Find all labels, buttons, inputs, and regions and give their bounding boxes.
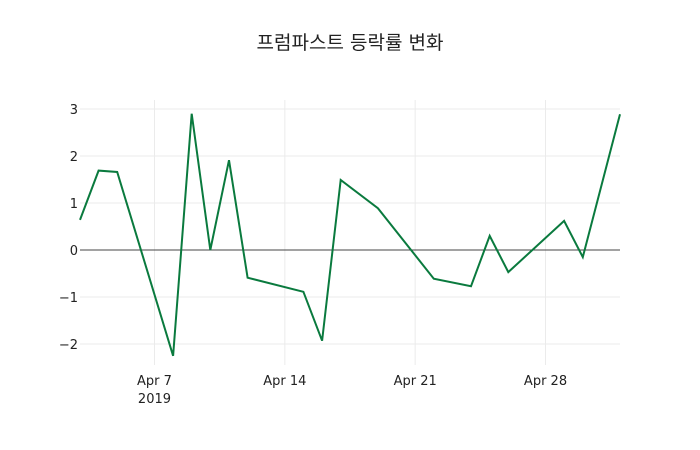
series-line[interactable] [79,113,621,357]
x-axis-ticks: Apr 7 2019 Apr 14 Apr 21 Apr 28 [137,374,567,407]
x-tick-label: Apr 28 [524,374,567,389]
y-axis-ticks: 3 2 1 0 −1 −2 [59,103,78,353]
y-tick-label: −1 [59,291,78,306]
y-tick-label: 3 [70,103,78,118]
x-tick-label: Apr 7 [137,374,172,389]
chart-title: 프럼파스트 등락률 변화 [256,32,444,54]
grid-lines [80,100,620,365]
y-tick-label: −2 [59,338,78,353]
x-tick-year: 2019 [138,392,171,407]
x-tick-label: Apr 14 [263,374,306,389]
y-tick-label: 2 [70,150,78,165]
y-tick-label: 0 [70,244,78,259]
y-tick-label: 1 [70,197,78,212]
x-tick-label: Apr 21 [394,374,437,389]
